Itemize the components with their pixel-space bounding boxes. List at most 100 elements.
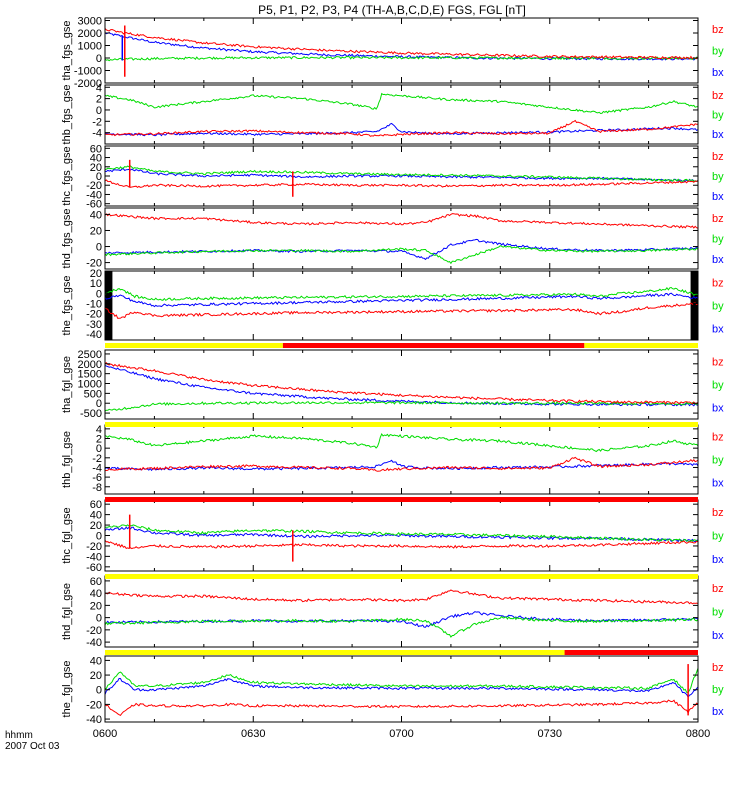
series-line-by [104,286,699,301]
legend-entry-bx: bx [712,67,724,79]
series-line-bz [104,179,699,189]
series-line-by [104,615,699,638]
series-line-by [104,400,699,412]
legend-entry-by: by [712,46,724,58]
y-tick-label: 0 [96,288,102,300]
y-tick-label: 20 [90,225,102,237]
y-tick-label: 0 [96,171,102,183]
panel-thd_fgs_gse: 40 20 0 -20 thd_fgs_gse bz by bx [61,207,724,270]
y-tick-label: -40 [86,329,102,341]
y-axis-label: thb_fgl_gse [61,431,73,488]
x-tick-label: 0700 [389,728,413,740]
time-label: hhmm [5,730,33,741]
series-line-bz [104,362,699,405]
y-axis-label: thc_fgl_gse [61,507,73,563]
y-tick-label: 0 [96,531,102,543]
series-line-bz [104,213,699,229]
panel-thb_fgl_gse: 420-2-4-6-8 thb_fgl_gse bz by bx [61,424,724,495]
status-bar-segment [105,422,698,427]
series-line-bz [104,302,699,319]
panel-the_fgl_gse: 40 20 0 -20 -40 the_fgl_gse bz by bx [61,655,724,726]
y-tick-label: 4 [96,424,102,436]
status-bars-group [105,343,698,655]
y-tick-label: -2 [92,116,102,128]
legend-entry-bz: bz [712,507,724,519]
y-tick-label: -20 [86,625,102,637]
y-tick-label: 0 [96,105,102,117]
status-bar-segment [282,343,585,348]
y-tick-label: -500 [80,408,102,420]
y-tick-label: 20 [90,162,102,174]
y-tick-label: 40 [90,153,102,165]
legend-entry-by: by [712,607,724,619]
y-tick-label: -60 [86,199,102,211]
legend-entry-bx: bx [712,254,724,266]
legend-entry-by: by [712,380,724,392]
y-tick-label: 40 [90,588,102,600]
y-tick-label: 2 [96,94,102,106]
series-line-bz [104,589,699,605]
legend-entry-bz: bz [712,357,724,369]
y-axis-label: thd_fgl_gse [61,583,73,640]
legend-entry-bz: bz [712,432,724,444]
series-line-bz [104,119,699,137]
series-line-bx [104,526,699,543]
legend-entry-bz: bz [712,213,724,225]
data-gap-block [690,271,698,340]
y-tick-label: 2000 [78,28,102,40]
y-tick-label: -40 [86,189,102,201]
legend-entry-by: by [712,110,724,122]
legend-entry-bx: bx [712,630,724,642]
series-line-bz [104,27,699,60]
y-tick-label: -6 [92,472,102,484]
y-tick-label: 40 [90,655,102,667]
y-tick-label: -4 [92,462,102,474]
y-tick-label: -40 [86,714,102,726]
y-axis-label: tha_fgl_gse [61,356,73,413]
legend-entry-bx: bx [712,129,724,141]
y-tick-label: 2500 [78,349,102,361]
series-line-by [104,524,699,543]
legend-entry-by: by [712,171,724,183]
y-tick-label: -20 [86,180,102,192]
y-tick-label: -2000 [74,78,102,90]
y-tick-label: -20 [86,699,102,711]
panel-thb_fgs_gse: 420-2-4 thb_fgs_gse bz by bx [61,82,724,145]
y-tick-label: 60 [90,143,102,155]
y-tick-label: 20 [90,268,102,280]
y-tick-label: 0 [96,398,102,410]
y-axis-label: thb_fgs_gse [61,85,73,145]
legend-entry-by: by [712,684,724,696]
status-bar-segment [564,650,698,655]
status-bar-segment [105,574,698,579]
y-tick-label: -4 [92,128,102,140]
series-line-by [104,92,699,115]
legend-entry-by: by [712,301,724,313]
y-tick-label: 10 [90,278,102,290]
y-tick-label: 500 [84,388,102,400]
y-tick-label: 20 [90,600,102,612]
series-line-by [104,432,699,453]
x-tick-label: 0600 [93,728,117,740]
y-tick-label: 0 [96,242,102,254]
x-tick-label: 0730 [538,728,562,740]
legend-entry-bz: bz [712,151,724,163]
status-bar-segment [584,343,698,348]
series-line-bx [104,677,699,699]
y-tick-label: 1500 [78,369,102,381]
y-tick-label: -40 [86,637,102,649]
series-line-by [104,667,699,693]
y-tick-label: -30 [86,319,102,331]
legend-entry-bz: bz [712,278,724,290]
y-tick-label: 0 [96,685,102,697]
y-tick-label: 2 [96,434,102,446]
legend-entry-bx: bx [712,403,724,415]
legend-entry-by: by [712,531,724,543]
